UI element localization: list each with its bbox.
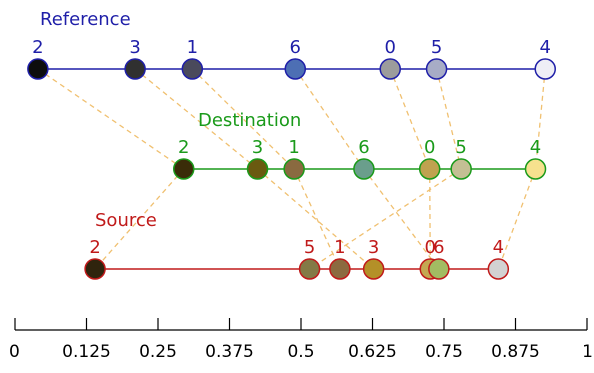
reference-node-label-0: 0 [385,37,396,58]
reference-node-1 [182,59,202,79]
source-title: Source [95,210,157,231]
source-node-label-5: 5 [304,237,315,258]
destination-node-2 [174,159,194,179]
axis-tick-label-7: 0.875 [491,342,540,362]
axis-tick-label-2: 0.25 [139,342,177,362]
row-reference: Reference 2 3 1 6 0 5 4 [28,9,555,79]
destination-node-3 [248,159,268,179]
destination-node-label-4: 4 [530,137,541,158]
source-node-label-2: 2 [89,237,100,258]
reference-node-label-3: 3 [129,37,140,58]
reference-node-3 [125,59,145,79]
destination-node-label-6: 6 [358,137,369,158]
reference-node-6 [285,59,305,79]
destination-node-6 [354,159,374,179]
destination-node-label-5: 5 [455,137,466,158]
source-node-3 [364,259,384,279]
axis-tick-label-6: 0.75 [425,342,463,362]
source-node-5 [300,259,320,279]
destination-node-4 [526,159,546,179]
reference-title: Reference [40,9,131,30]
source-node-label-6: 6 [433,237,444,258]
reference-node-label-4: 4 [540,37,551,58]
destination-title: Destination [198,110,301,131]
reference-node-4 [535,59,555,79]
reference-node-5 [427,59,447,79]
reference-node-label-6: 6 [290,37,301,58]
destination-node-label-2: 2 [178,137,189,158]
destination-node-label-0: 0 [424,137,435,158]
destination-node-5 [451,159,471,179]
source-node-2 [85,259,105,279]
axis-tick-label-0: 0 [9,342,20,362]
reference-node-label-1: 1 [187,37,198,58]
source-node-1 [330,259,350,279]
reference-node-2 [28,59,48,79]
number-axis: 0 0.125 0.25 0.375 0.5 0.625 0.75 0.875 1 [9,318,593,362]
reference-node-label-2: 2 [32,37,43,58]
destination-node-1 [284,159,304,179]
row-destination: Destination 2 3 1 6 0 5 4 [174,110,546,179]
source-node-6 [429,259,449,279]
axis-tick-label-5: 0.625 [348,342,397,362]
destination-node-0 [420,159,440,179]
axis-tick-label-4: 0.5 [287,342,314,362]
reference-node-0 [380,59,400,79]
axis-tick-label-3: 0.375 [205,342,254,362]
reference-node-label-5: 5 [431,37,442,58]
source-node-label-1: 1 [334,237,345,258]
link-reference-destination-2 [38,69,184,169]
destination-node-label-3: 3 [252,137,263,158]
link-destination-source-3 [258,169,374,269]
axis-tick-label-8: 1 [582,342,593,362]
axis-tick-label-1: 0.125 [62,342,111,362]
link-reference-destination-6 [295,69,364,169]
source-node-label-3: 3 [368,237,379,258]
destination-node-label-1: 1 [288,137,299,158]
source-node-4 [488,259,508,279]
source-node-label-4: 4 [493,237,504,258]
